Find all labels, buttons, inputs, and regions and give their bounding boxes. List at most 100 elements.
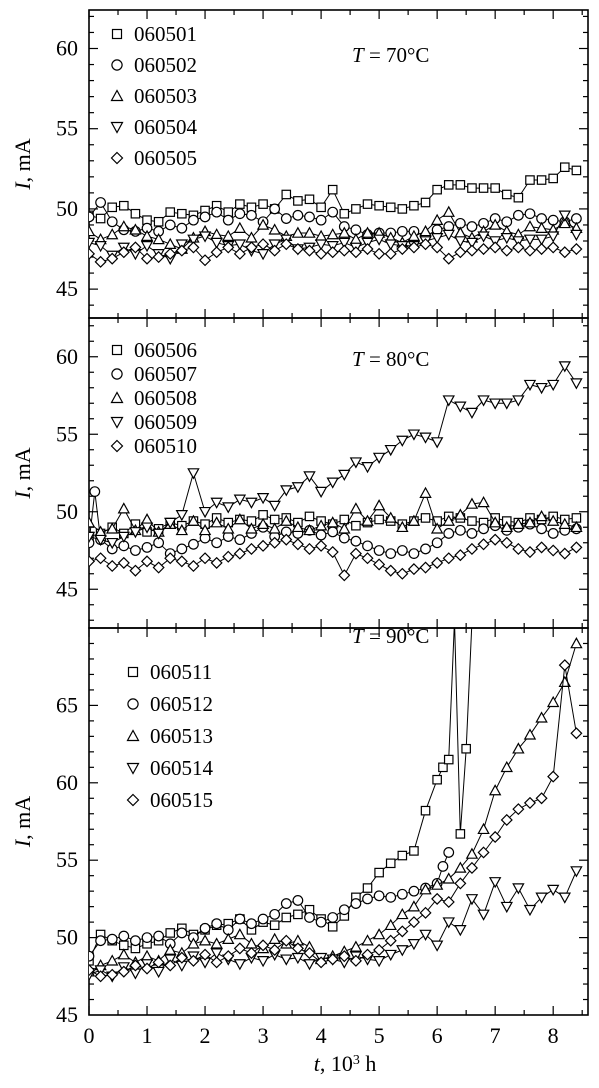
data-point <box>89 555 96 568</box>
data-point <box>351 520 361 531</box>
data-point <box>315 247 328 260</box>
data-point <box>235 199 245 209</box>
y-tick-label: 55 <box>56 116 78 141</box>
data-point <box>489 830 502 844</box>
data-point <box>129 564 142 577</box>
data-point <box>384 949 397 962</box>
legend-entry: 060512 <box>127 692 213 716</box>
data-point <box>431 537 443 549</box>
data-point <box>268 932 281 944</box>
data-point <box>106 559 119 573</box>
data-point <box>222 522 235 534</box>
data-point <box>165 207 176 217</box>
data-point <box>535 221 548 233</box>
data-point <box>211 918 223 930</box>
data-point <box>408 548 420 559</box>
legend-label: 060507 <box>134 362 197 386</box>
panel-1: 45 50 55 60 I, mA T = 70°C 060501 060502 060503 0… <box>10 9 589 319</box>
data-point <box>198 552 212 565</box>
legend-label: 060503 <box>134 84 197 108</box>
data-point <box>256 517 270 529</box>
data-point <box>362 540 373 552</box>
data-point <box>430 213 444 225</box>
data-point <box>465 244 479 257</box>
data-point <box>442 395 455 407</box>
data-point <box>361 462 374 474</box>
data-point <box>443 754 454 765</box>
data-point <box>477 822 490 835</box>
y-axis-title: I, mA <box>10 447 35 499</box>
data-point <box>513 192 524 203</box>
data-point <box>490 183 500 193</box>
data-point <box>465 894 479 906</box>
data-point <box>442 252 455 265</box>
data-point <box>245 542 258 555</box>
data-point <box>488 398 502 410</box>
data-point <box>420 197 431 208</box>
legend-entry: 060507 <box>111 362 197 386</box>
data-point <box>419 883 432 895</box>
data-point <box>222 550 235 563</box>
series-group <box>89 361 583 582</box>
data-point <box>431 556 444 569</box>
data-point <box>129 527 142 539</box>
data-point <box>140 513 154 525</box>
data-point <box>407 229 421 241</box>
legend-label: 060510 <box>134 434 197 458</box>
data-point <box>477 395 490 407</box>
data-point <box>570 866 583 878</box>
y-axis-unit: , mA <box>10 796 35 840</box>
data-point <box>152 956 165 969</box>
series-060511 <box>89 628 473 966</box>
data-point <box>269 203 281 215</box>
data-point <box>523 796 537 809</box>
data-point <box>152 966 165 979</box>
data-point <box>407 938 421 951</box>
data-point <box>316 202 326 213</box>
data-point <box>443 528 455 539</box>
legend-marker <box>110 439 124 453</box>
y-axis-unit: , mA <box>10 138 35 182</box>
data-point <box>512 883 525 895</box>
data-point <box>488 516 502 528</box>
data-point <box>117 948 131 960</box>
data-point <box>245 241 258 254</box>
legend-label: 060501 <box>134 22 197 46</box>
data-point <box>233 942 246 955</box>
data-point <box>454 226 467 238</box>
data-point <box>280 238 293 251</box>
data-point <box>374 200 384 211</box>
data-point <box>210 497 223 509</box>
data-point <box>303 947 316 960</box>
data-point <box>94 552 107 565</box>
x-tick-label: 7 <box>490 1023 501 1048</box>
data-point <box>396 545 408 556</box>
data-point <box>141 542 153 553</box>
data-point <box>130 208 141 219</box>
data-point <box>105 228 119 240</box>
data-point <box>536 175 547 185</box>
data-point <box>465 497 479 509</box>
data-point <box>89 516 96 528</box>
data-point <box>523 728 537 740</box>
data-point <box>198 254 212 267</box>
data-point <box>466 528 478 539</box>
data-point <box>105 537 119 550</box>
data-point <box>570 727 583 740</box>
data-point <box>438 762 448 773</box>
series-060509 <box>89 361 583 550</box>
data-point <box>384 918 397 931</box>
data-point <box>141 932 153 943</box>
data-point <box>222 214 234 226</box>
data-point <box>338 904 350 916</box>
data-point <box>558 361 572 373</box>
data-point <box>198 948 212 961</box>
x-tick-label: 3 <box>258 1023 269 1048</box>
data-point <box>304 211 315 223</box>
data-point <box>339 208 350 219</box>
data-point <box>465 407 479 419</box>
data-point <box>280 954 293 966</box>
data-point <box>443 180 454 190</box>
data-point <box>129 959 142 972</box>
series-060510 <box>89 533 583 582</box>
